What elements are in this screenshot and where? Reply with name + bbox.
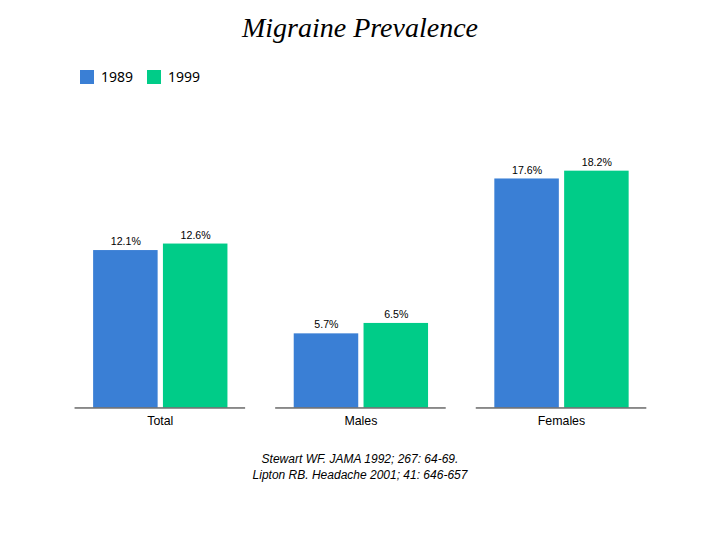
svg-text:12.6%: 12.6% (181, 229, 212, 241)
svg-text:12.1%: 12.1% (111, 235, 142, 247)
svg-text:Males: Males (344, 414, 377, 428)
html-text:Stewart WF. JAMA 1992; 267: 64: Stewart WF. JAMA 1992; 267: 64-69. (261, 451, 459, 466)
svg-text:5.7%: 5.7% (314, 318, 339, 330)
html-text:1989: 1989 (101, 67, 133, 86)
svg-text:17.6%: 17.6% (512, 164, 543, 176)
html-text:1999: 1999 (168, 67, 201, 86)
svg-text:18.2%: 18.2% (582, 156, 613, 168)
html-text:Migraine Prevalence: Migraine Prevalence (242, 12, 478, 43)
svg-text:6.5%: 6.5% (384, 308, 409, 320)
html-text:Lipton RB. Headache 2001; 41:: Lipton RB. Headache 2001; 41: 646-657 (252, 467, 468, 482)
svg-text:Total: Total (147, 414, 173, 428)
svg-text:Females: Females (538, 414, 585, 428)
